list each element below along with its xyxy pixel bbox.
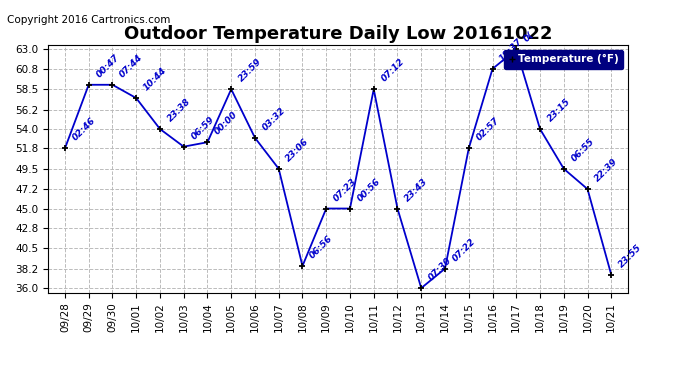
Text: 00:56: 00:56	[355, 176, 382, 203]
Legend: Temperature (°F): Temperature (°F)	[504, 50, 622, 69]
Text: 07:12: 07:12	[380, 57, 406, 84]
Text: 02:57: 02:57	[474, 116, 501, 143]
Text: 00:00: 00:00	[213, 110, 239, 136]
Text: 06:59: 06:59	[189, 114, 216, 141]
Text: 23:55: 23:55	[617, 243, 644, 269]
Text: 07:44: 07:44	[118, 53, 145, 79]
Text: 0(: 0(	[522, 30, 535, 44]
Text: 10:44: 10:44	[141, 66, 168, 93]
Text: 07:30: 07:30	[427, 256, 453, 282]
Text: 23:59: 23:59	[237, 57, 264, 84]
Text: 18:37: 18:37	[498, 37, 524, 63]
Text: 06:56: 06:56	[308, 234, 335, 260]
Text: 03:32: 03:32	[261, 106, 287, 132]
Title: Outdoor Temperature Daily Low 20161022: Outdoor Temperature Daily Low 20161022	[124, 26, 553, 44]
Text: 23:15: 23:15	[546, 97, 572, 123]
Text: Copyright 2016 Cartronics.com: Copyright 2016 Cartronics.com	[7, 15, 170, 25]
Text: 22:39: 22:39	[593, 157, 620, 183]
Text: 02:46: 02:46	[70, 116, 97, 143]
Text: 23:06: 23:06	[284, 136, 311, 163]
Text: 07:22: 07:22	[451, 237, 477, 263]
Text: 00:47: 00:47	[95, 53, 121, 79]
Text: 06:55: 06:55	[569, 136, 596, 163]
Text: 23:38: 23:38	[166, 97, 192, 123]
Text: 23:43: 23:43	[403, 176, 430, 203]
Text: 07:23: 07:23	[332, 176, 358, 203]
